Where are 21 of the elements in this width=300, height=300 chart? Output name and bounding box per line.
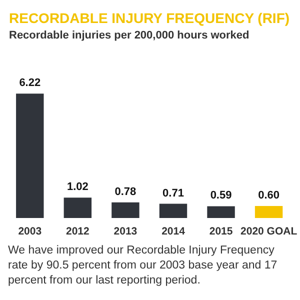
x-tick-label: 2012 xyxy=(66,226,90,238)
chart-subtitle: Recordable injuries per 200,000 hours worked xyxy=(9,30,250,42)
bar xyxy=(112,202,140,218)
data-label: 0.60 xyxy=(258,190,280,202)
bar xyxy=(207,206,235,218)
x-tick-label: 2013 xyxy=(114,226,138,238)
x-tick-label: 2020 GOAL xyxy=(240,226,298,238)
text: We have improved our Recordable Injury Frequency rate by 90.5 percent from our 2003 base year and 17 percent from our last reporting period. xyxy=(8,244,280,286)
x-tick-label: 2003 xyxy=(18,226,42,238)
data-label: 0.59 xyxy=(210,190,232,202)
bar xyxy=(64,198,92,218)
data-label: 6.22 xyxy=(19,77,41,90)
x-tick-label: 2014 xyxy=(162,226,186,238)
data-label: 1.02 xyxy=(66,181,88,194)
x-tick-label: 2015 xyxy=(209,226,233,238)
chart-title: RECORDABLE INJURY FREQUENCY (RIF) xyxy=(9,10,290,26)
bar xyxy=(16,94,44,218)
data-label: 0.78 xyxy=(114,186,136,198)
bar xyxy=(159,204,188,218)
data-label: 0.71 xyxy=(162,187,184,200)
bar xyxy=(254,206,283,218)
